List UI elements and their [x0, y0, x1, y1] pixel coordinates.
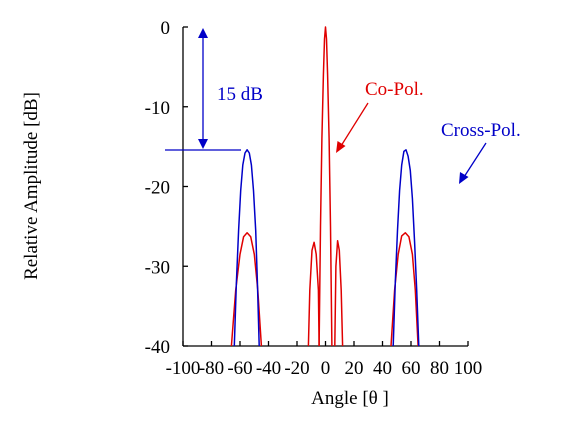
x-tick-label: -60 [227, 358, 252, 379]
annotation-cross-pol: Cross-Pol. [441, 120, 521, 184]
axis-ticks [182, 26, 469, 347]
x-tick-label: 40 [373, 358, 392, 379]
y-tick-label: -30 [145, 257, 170, 278]
x-tick-label: 0 [321, 358, 331, 379]
co-pol-series-lobe-3 [318, 26, 333, 347]
annotation-cross-pol-label: Cross-Pol. [441, 120, 521, 141]
plot-area [182, 27, 468, 347]
y-tick-label: -20 [145, 178, 170, 199]
cross-pol-series-lobe-2 [392, 149, 420, 347]
y-tick-label: -40 [145, 337, 170, 358]
y-tick-labels: 0 -10 -20 -30 -40 [145, 18, 170, 358]
x-tick-label: -40 [256, 358, 281, 379]
y-tick-label: -10 [145, 98, 170, 119]
arrow-head-down [198, 139, 208, 149]
annotation-15db: 15 dB [165, 28, 263, 151]
x-axis-title: Angle [θ ] [311, 388, 389, 409]
annotation-co-pol-label: Co-Pol. [365, 79, 424, 100]
co-pol-series-lobe-4 [334, 239, 344, 347]
series-layer [230, 26, 420, 347]
co-pol-pointer-line [340, 102, 369, 147]
cross-pol-pointer-head [459, 172, 469, 184]
x-tick-label: 80 [430, 358, 449, 379]
cross-pol-pointer-line [463, 142, 487, 178]
co-pol-series-lobe-2 [307, 241, 320, 347]
arrow-head-up [198, 28, 208, 38]
cross-pol-series-lobe-1 [233, 149, 260, 347]
y-axis-title: Relative Amplitude [dB] [21, 92, 42, 280]
x-tick-label: 100 [454, 358, 483, 379]
x-tick-label: 60 [402, 358, 421, 379]
x-tick-label: -20 [284, 358, 309, 379]
x-tick-label: 20 [345, 358, 364, 379]
x-tick-labels: -100-80 -60 -40 -20 0 20 40 60 80 100 [166, 358, 483, 379]
x-tick-label: -80 [199, 358, 224, 379]
annotation-co-pol: Co-Pol. [336, 79, 424, 153]
annotation-15db-label: 15 dB [217, 84, 263, 105]
x-tick-label: -100 [166, 358, 201, 379]
y-tick-label: 0 [161, 18, 171, 39]
co-pol-pointer-head [336, 141, 346, 153]
